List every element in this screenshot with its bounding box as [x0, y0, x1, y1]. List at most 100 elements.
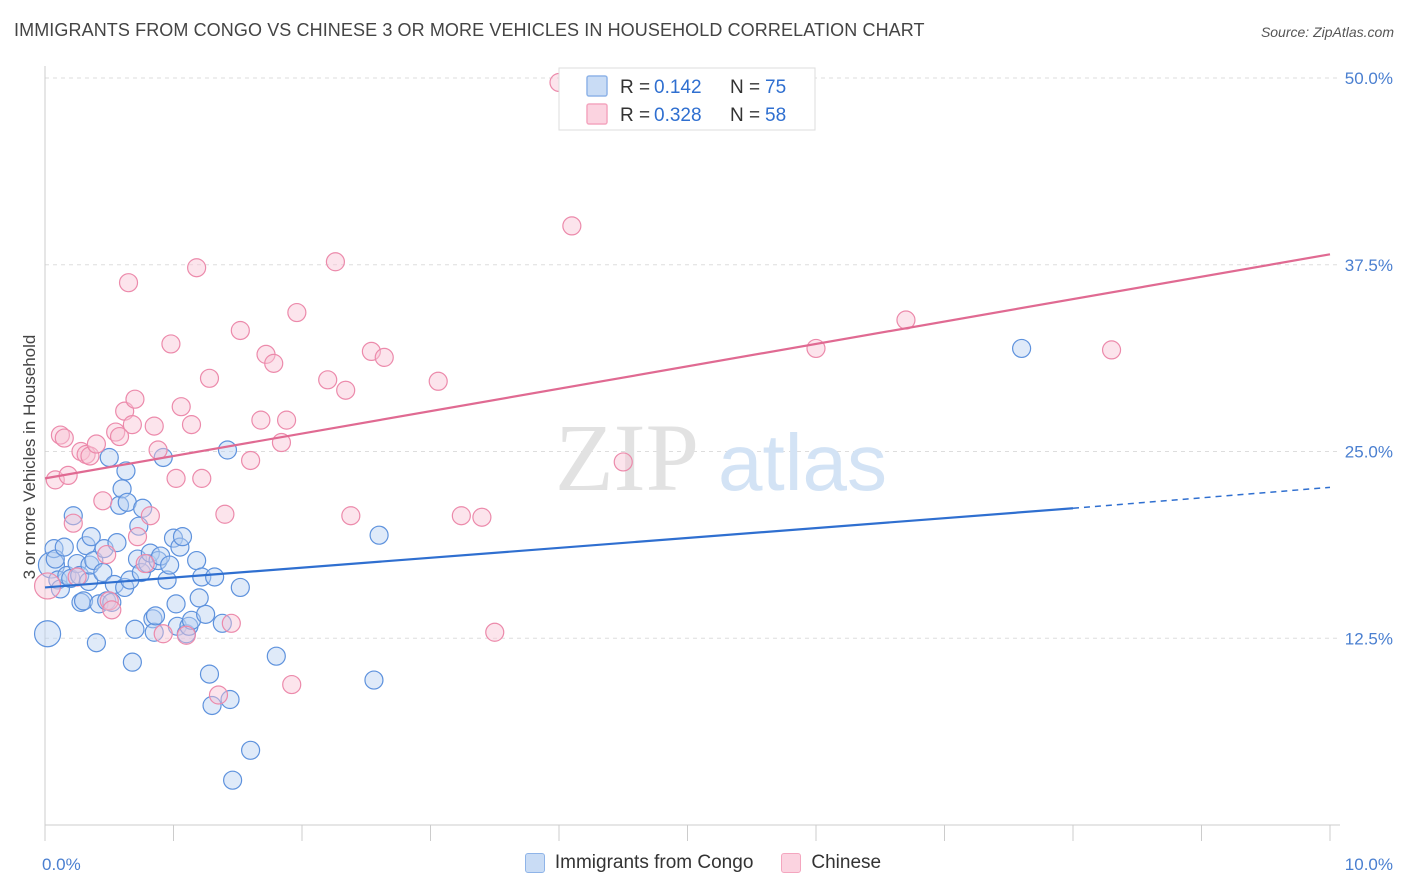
chinese-point-31: [181, 415, 202, 435]
legend-n-label-0: N =: [730, 77, 760, 98]
congo-point-31: [116, 461, 136, 481]
chinese-point-5: [63, 513, 83, 533]
chinese-point-59: [613, 452, 633, 472]
congo-point-58: [187, 550, 207, 571]
chinese-point-3: [54, 428, 74, 448]
chinese-point-32: [187, 258, 207, 278]
congo-point-69: [230, 577, 250, 598]
congo-point-66: [217, 440, 238, 460]
congo-point-19: [86, 633, 107, 653]
congo-point-17: [81, 527, 101, 547]
trend-line-chinese: [44, 253, 1331, 480]
chinese-point-45: [282, 674, 302, 695]
chinese-point-21: [127, 527, 148, 547]
legend-swatch-congo: [524, 853, 545, 873]
x-tick-label-1: 10.0%: [1345, 855, 1393, 874]
chinese-point-19: [122, 415, 142, 435]
chinese-point-7: [71, 441, 91, 462]
legend-n-label-1: N =: [730, 105, 760, 126]
chinese-point-48: [325, 252, 346, 272]
chinese-point-53: [428, 371, 448, 391]
chinese-point-62: [1101, 340, 1122, 360]
congo-point-72: [364, 670, 384, 690]
legend-n-value-0: 75: [765, 77, 786, 98]
legend-r-value-1: 0.328: [654, 105, 702, 126]
congo-point-61: [196, 604, 216, 624]
chinese-point-25: [148, 440, 168, 460]
legend-item-congo[interactable]: Immigrants from Congo: [524, 852, 753, 874]
congo-point-59: [189, 588, 209, 608]
chinese-point-18: [118, 273, 139, 293]
watermark: ZIP atlas: [555, 404, 887, 511]
watermark-zip: ZIP: [555, 404, 699, 511]
trend-line-congo: [44, 507, 1074, 589]
watermark-atlas: atlas: [718, 418, 887, 507]
chinese-point-39: [241, 450, 261, 471]
chinese-point-10: [86, 434, 107, 454]
congo-point-54: [172, 527, 193, 547]
chinese-point-37: [221, 613, 241, 633]
congo-point-64: [205, 567, 225, 587]
chinese-point-30: [176, 625, 196, 645]
chinese-point-55: [472, 507, 492, 527]
congo-point-51: [166, 594, 186, 614]
chinese-point-6: [67, 567, 87, 587]
chinese-point-36: [215, 504, 235, 524]
chinese-point-27: [161, 334, 181, 354]
chinese-point-11: [93, 491, 113, 511]
chinese-point-28: [166, 468, 186, 488]
trend-lines: [44, 253, 1331, 589]
chinese-point-46: [287, 302, 307, 323]
chinese-point-54: [451, 506, 471, 526]
congo-point-62: [199, 664, 220, 684]
congo-point-39: [133, 498, 153, 518]
series-legend: Immigrants from Congo Chinese: [0, 852, 1406, 874]
tick-labels: 12.5% 25.0% 37.5% 50.0% 0.0% 10.0%: [42, 69, 1393, 874]
chinese-point-29: [171, 397, 191, 417]
congo-point-24: [99, 447, 119, 468]
congo-point-74: [1011, 338, 1032, 359]
legend-label-chinese: Chinese: [811, 852, 882, 873]
correlation-legend: R = 0.142 N = 75 R = 0.328 N = 58: [558, 67, 816, 131]
congo-point-44: [145, 606, 166, 626]
chart-title: IMMIGRANTS FROM CONGO VS CHINESE 3 OR MO…: [14, 20, 925, 40]
congo-point-73: [369, 525, 389, 545]
x-tick-label-0: 0.0%: [42, 855, 81, 874]
chinese-point-23: [140, 506, 160, 526]
y-tick-label-3: 50.0%: [1345, 69, 1393, 88]
congo-point-57: [181, 610, 202, 630]
congo-point-34: [122, 652, 142, 672]
chinese-point-56: [485, 622, 505, 642]
chinese-point-12: [97, 544, 117, 565]
congo-point-0: [33, 620, 62, 648]
chinese-point-52: [374, 347, 394, 367]
congo-point-48: [157, 570, 177, 590]
congo-point-63: [202, 695, 222, 716]
legend-item-chinese[interactable]: Chinese: [781, 852, 881, 874]
congo-point-71: [266, 646, 286, 666]
legend-swatch-chinese: [781, 853, 802, 873]
chinese-point-40: [251, 410, 271, 430]
chinese-point-24: [144, 416, 164, 436]
congo-point-35: [125, 619, 145, 639]
chinese-point-20: [125, 389, 145, 409]
grid-lines: [45, 77, 1340, 639]
congo-point-6: [54, 537, 74, 557]
chinese-point-58: [562, 216, 582, 236]
congo-point-70: [241, 740, 261, 760]
chinese-point-16: [109, 426, 130, 447]
congo-point-67: [220, 689, 240, 710]
chinese-point-34: [199, 368, 220, 388]
chinese-point-49: [336, 380, 356, 400]
congo-point-15: [79, 571, 99, 592]
congo-point-68: [223, 770, 243, 790]
legend-swatch-1: [586, 103, 608, 125]
trend-line-congo-extension: [1072, 486, 1331, 510]
y-tick-label-0: 12.5%: [1345, 629, 1393, 648]
chinese-point-38: [230, 320, 250, 341]
chinese-point-14: [102, 600, 122, 620]
congo-point-21: [93, 562, 113, 583]
y-tick-label-2: 37.5%: [1345, 256, 1393, 275]
chinese-point-35: [208, 685, 229, 705]
